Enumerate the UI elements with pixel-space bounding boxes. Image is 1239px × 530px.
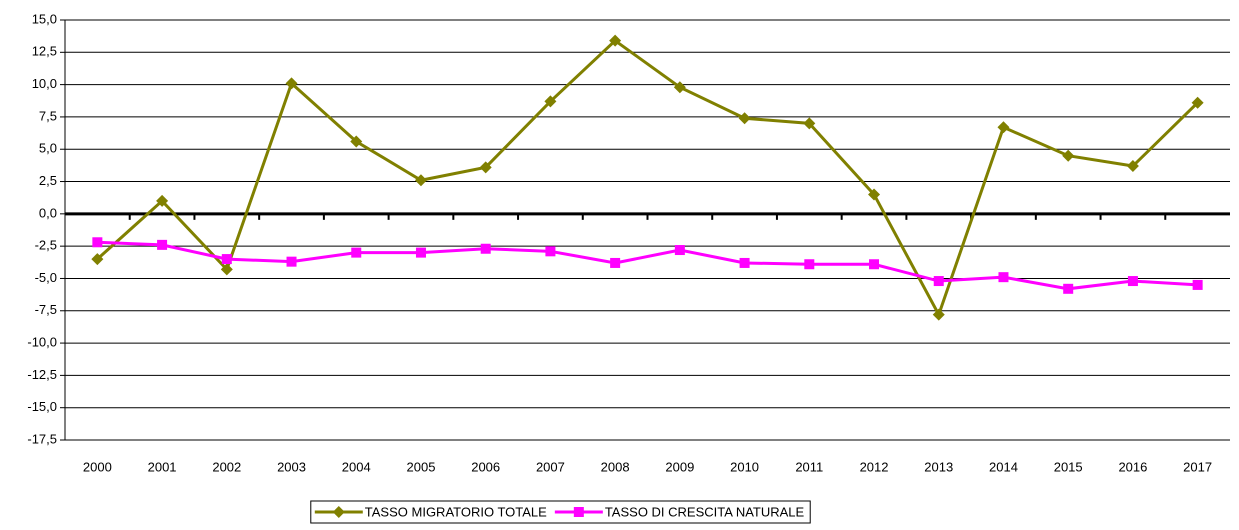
- y-tick-label: 2,5: [39, 173, 57, 188]
- series-line: [96, 38, 1199, 319]
- marker: [157, 239, 168, 250]
- x-tick-label: 2004: [342, 459, 371, 474]
- marker: [480, 243, 491, 254]
- marker: [997, 121, 1010, 134]
- y-tick-label: 15,0: [32, 11, 57, 26]
- x-tick-label: 2014: [989, 459, 1018, 474]
- x-tick-label: 2006: [471, 459, 500, 474]
- marker: [1126, 160, 1139, 173]
- marker: [804, 259, 815, 270]
- y-tick-label: -17,5: [27, 431, 57, 446]
- marker: [673, 81, 686, 94]
- y-tick-label: 5,0: [39, 141, 57, 156]
- y-tick-label: 12,5: [32, 44, 57, 59]
- x-tick-label: 2000: [83, 459, 112, 474]
- legend: TASSO MIGRATORIO TOTALE TASSO DI CRESCITA…: [310, 500, 811, 524]
- marker: [221, 254, 232, 265]
- y-tick-label: 7,5: [39, 108, 57, 123]
- marker: [545, 246, 556, 257]
- marker: [332, 506, 345, 518]
- marker: [156, 194, 169, 207]
- y-tick-label: -2,5: [35, 238, 57, 253]
- marker: [415, 247, 426, 258]
- marker: [674, 245, 685, 256]
- x-tick-label: 2009: [665, 459, 694, 474]
- marker: [869, 259, 880, 270]
- marker: [573, 507, 584, 517]
- x-tick-label: 2005: [407, 459, 436, 474]
- marker: [738, 112, 751, 125]
- y-tick-label: -12,5: [27, 367, 57, 382]
- marker: [350, 135, 363, 148]
- marker: [610, 257, 621, 268]
- marker: [1062, 149, 1075, 162]
- marker: [220, 263, 233, 276]
- x-tick-label: 2001: [148, 459, 177, 474]
- series-line: [97, 240, 1198, 291]
- marker: [285, 77, 298, 90]
- marker: [1192, 279, 1203, 290]
- y-tick-label: 0,0: [39, 205, 57, 220]
- x-tick-label: 2011: [795, 459, 823, 474]
- y-tick-label: 10,0: [32, 76, 57, 91]
- x-tick-label: 2003: [277, 459, 306, 474]
- y-tick-label: -7,5: [35, 302, 57, 317]
- x-tick-label: 2017: [1183, 459, 1212, 474]
- marker: [92, 237, 103, 248]
- marker: [1063, 283, 1074, 294]
- x-tick-label: 2012: [860, 459, 889, 474]
- x-tick-label: 2007: [536, 459, 565, 474]
- x-tick-label: 2015: [1054, 459, 1083, 474]
- marker: [286, 256, 297, 267]
- marker: [868, 188, 881, 201]
- marker: [1191, 96, 1204, 109]
- legend-item: TASSO DI CRESCITA NATURALE: [554, 504, 805, 519]
- legend-label: TASSO DI CRESCITA NATURALE: [605, 504, 805, 519]
- x-tick-label: 2008: [601, 459, 630, 474]
- legend-item: TASSO MIGRATORIO TOTALE: [314, 504, 547, 519]
- y-tick-label: -10,0: [27, 335, 57, 350]
- x-tick-label: 2013: [924, 459, 953, 474]
- x-tick-label: 2016: [1118, 459, 1147, 474]
- marker: [932, 308, 945, 321]
- marker: [544, 95, 557, 108]
- y-tick-label: -15,0: [27, 399, 57, 414]
- legend-label: TASSO MIGRATORIO TOTALE: [365, 504, 547, 519]
- marker: [609, 34, 622, 47]
- marker: [998, 272, 1009, 283]
- marker: [479, 161, 492, 174]
- x-tick-label: 2010: [730, 459, 759, 474]
- marker: [351, 247, 362, 258]
- marker: [414, 174, 427, 187]
- marker: [739, 257, 750, 268]
- marker: [933, 276, 944, 287]
- marker: [91, 253, 104, 266]
- marker: [1127, 276, 1138, 287]
- marker: [803, 117, 816, 130]
- x-tick-label: 2002: [212, 459, 241, 474]
- y-tick-label: -5,0: [35, 270, 57, 285]
